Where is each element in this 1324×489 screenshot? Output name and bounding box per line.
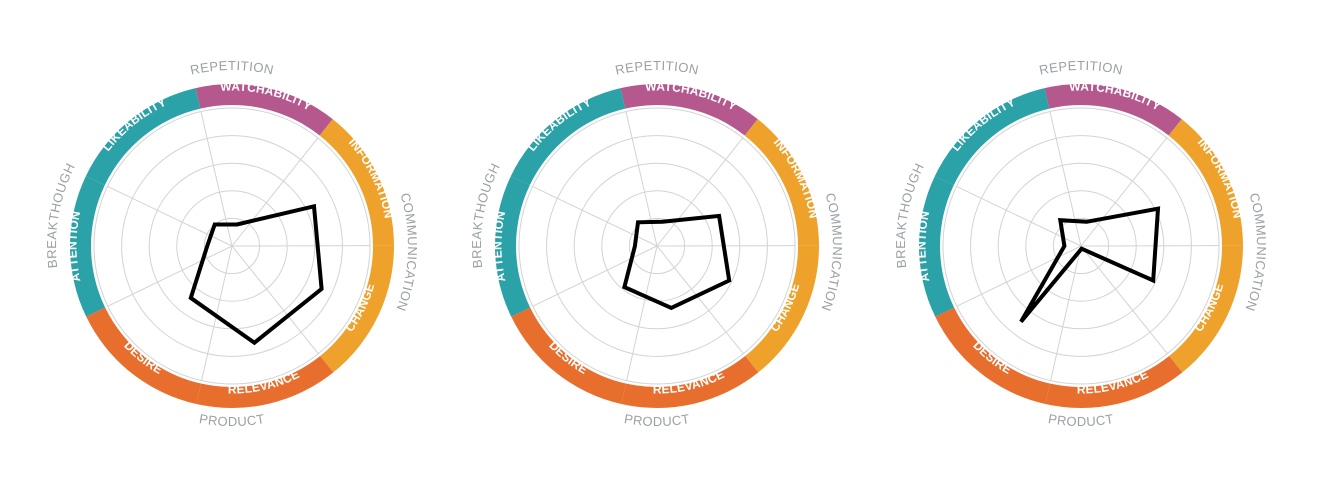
group-label-communication: COMMUNICATION [393,191,420,313]
group-label-communication: COMMUNICATION [1242,191,1269,313]
group-label-product: PRODUCT [623,411,691,429]
data-series-line [624,216,729,308]
band-segment-likeability [86,88,200,185]
radar-chart-1: WATCHABILITYINFORMATIONCHANGERELEVANCEDE… [44,58,420,429]
grid-spoke [108,246,232,306]
grid-spoke [626,112,657,246]
data-series-line [191,206,322,342]
group-label-repetition: REPETITION [1038,58,1124,78]
grid-spoke [533,246,657,306]
grid-spoke [202,246,232,381]
radar-chart-2: WATCHABILITYINFORMATIONCHANGERELEVANCEDE… [469,58,845,429]
band-segment-likeability [511,88,625,185]
group-label-communication: COMMUNICATION [818,191,845,313]
group-label-product: PRODUCT [198,411,266,429]
group-label-repetition: REPETITION [614,58,700,78]
grid-spoke [957,246,1081,306]
radar-chart-3: WATCHABILITYINFORMATIONCHANGERELEVANCEDE… [893,58,1269,429]
group-label-repetition: REPETITION [189,58,275,78]
band-segment-likeability [935,88,1049,185]
grid-spoke [1050,112,1081,246]
group-label-product: PRODUCT [1047,411,1115,429]
